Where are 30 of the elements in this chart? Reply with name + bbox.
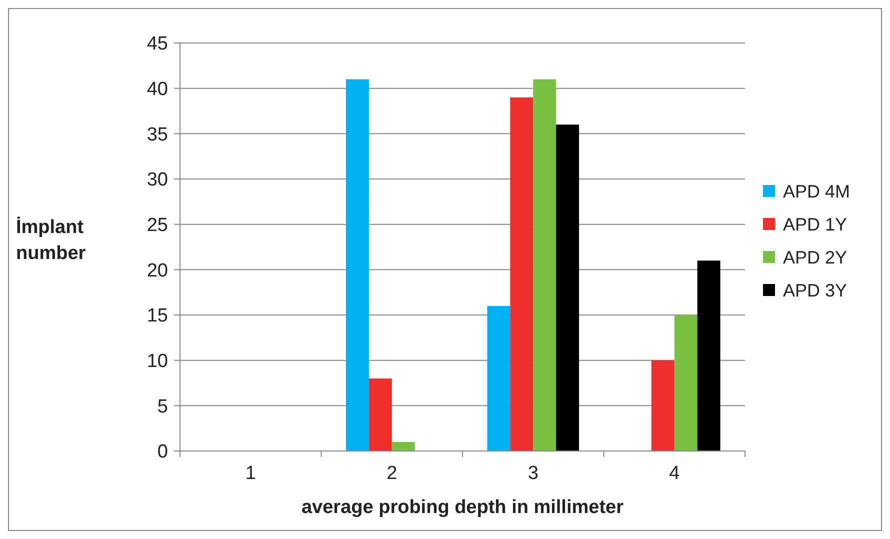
- bar: [674, 315, 698, 451]
- y-axis-title: İmplant number: [16, 216, 86, 264]
- y-tick-label: 10: [146, 350, 168, 372]
- y-tick-label: 45: [146, 34, 168, 55]
- bar: [556, 124, 580, 451]
- bar: [368, 378, 392, 451]
- x-tick-label: 4: [669, 463, 680, 484]
- bar: [533, 79, 556, 451]
- x-tick-label: 3: [528, 463, 538, 484]
- legend-label: APD 3Y: [783, 280, 848, 300]
- y-tick-label: 40: [146, 78, 168, 100]
- bar: [392, 442, 415, 451]
- y-tick-label: 0: [157, 442, 168, 463]
- y-tick-label: 35: [146, 124, 168, 146]
- y-tick-label: 20: [146, 260, 168, 282]
- bar: [346, 79, 369, 451]
- legend-label: APD 4M: [783, 181, 850, 202]
- bar: [651, 360, 674, 451]
- y-tick-label: 5: [157, 396, 168, 418]
- y-tick-label: 30: [146, 170, 168, 191]
- x-tick-label: 1: [245, 463, 256, 484]
- bar: [487, 306, 510, 451]
- bar: [697, 260, 720, 451]
- legend-label: APD 1Y: [783, 214, 848, 234]
- x-axis-title: average probing depth in millimeter: [301, 497, 624, 518]
- y-tick-label: 15: [146, 306, 168, 327]
- x-tick-label: 2: [386, 463, 398, 484]
- legend-label: APD 2Y: [783, 247, 848, 268]
- bar: [510, 97, 534, 451]
- y-tick-label: 25: [146, 214, 168, 236]
